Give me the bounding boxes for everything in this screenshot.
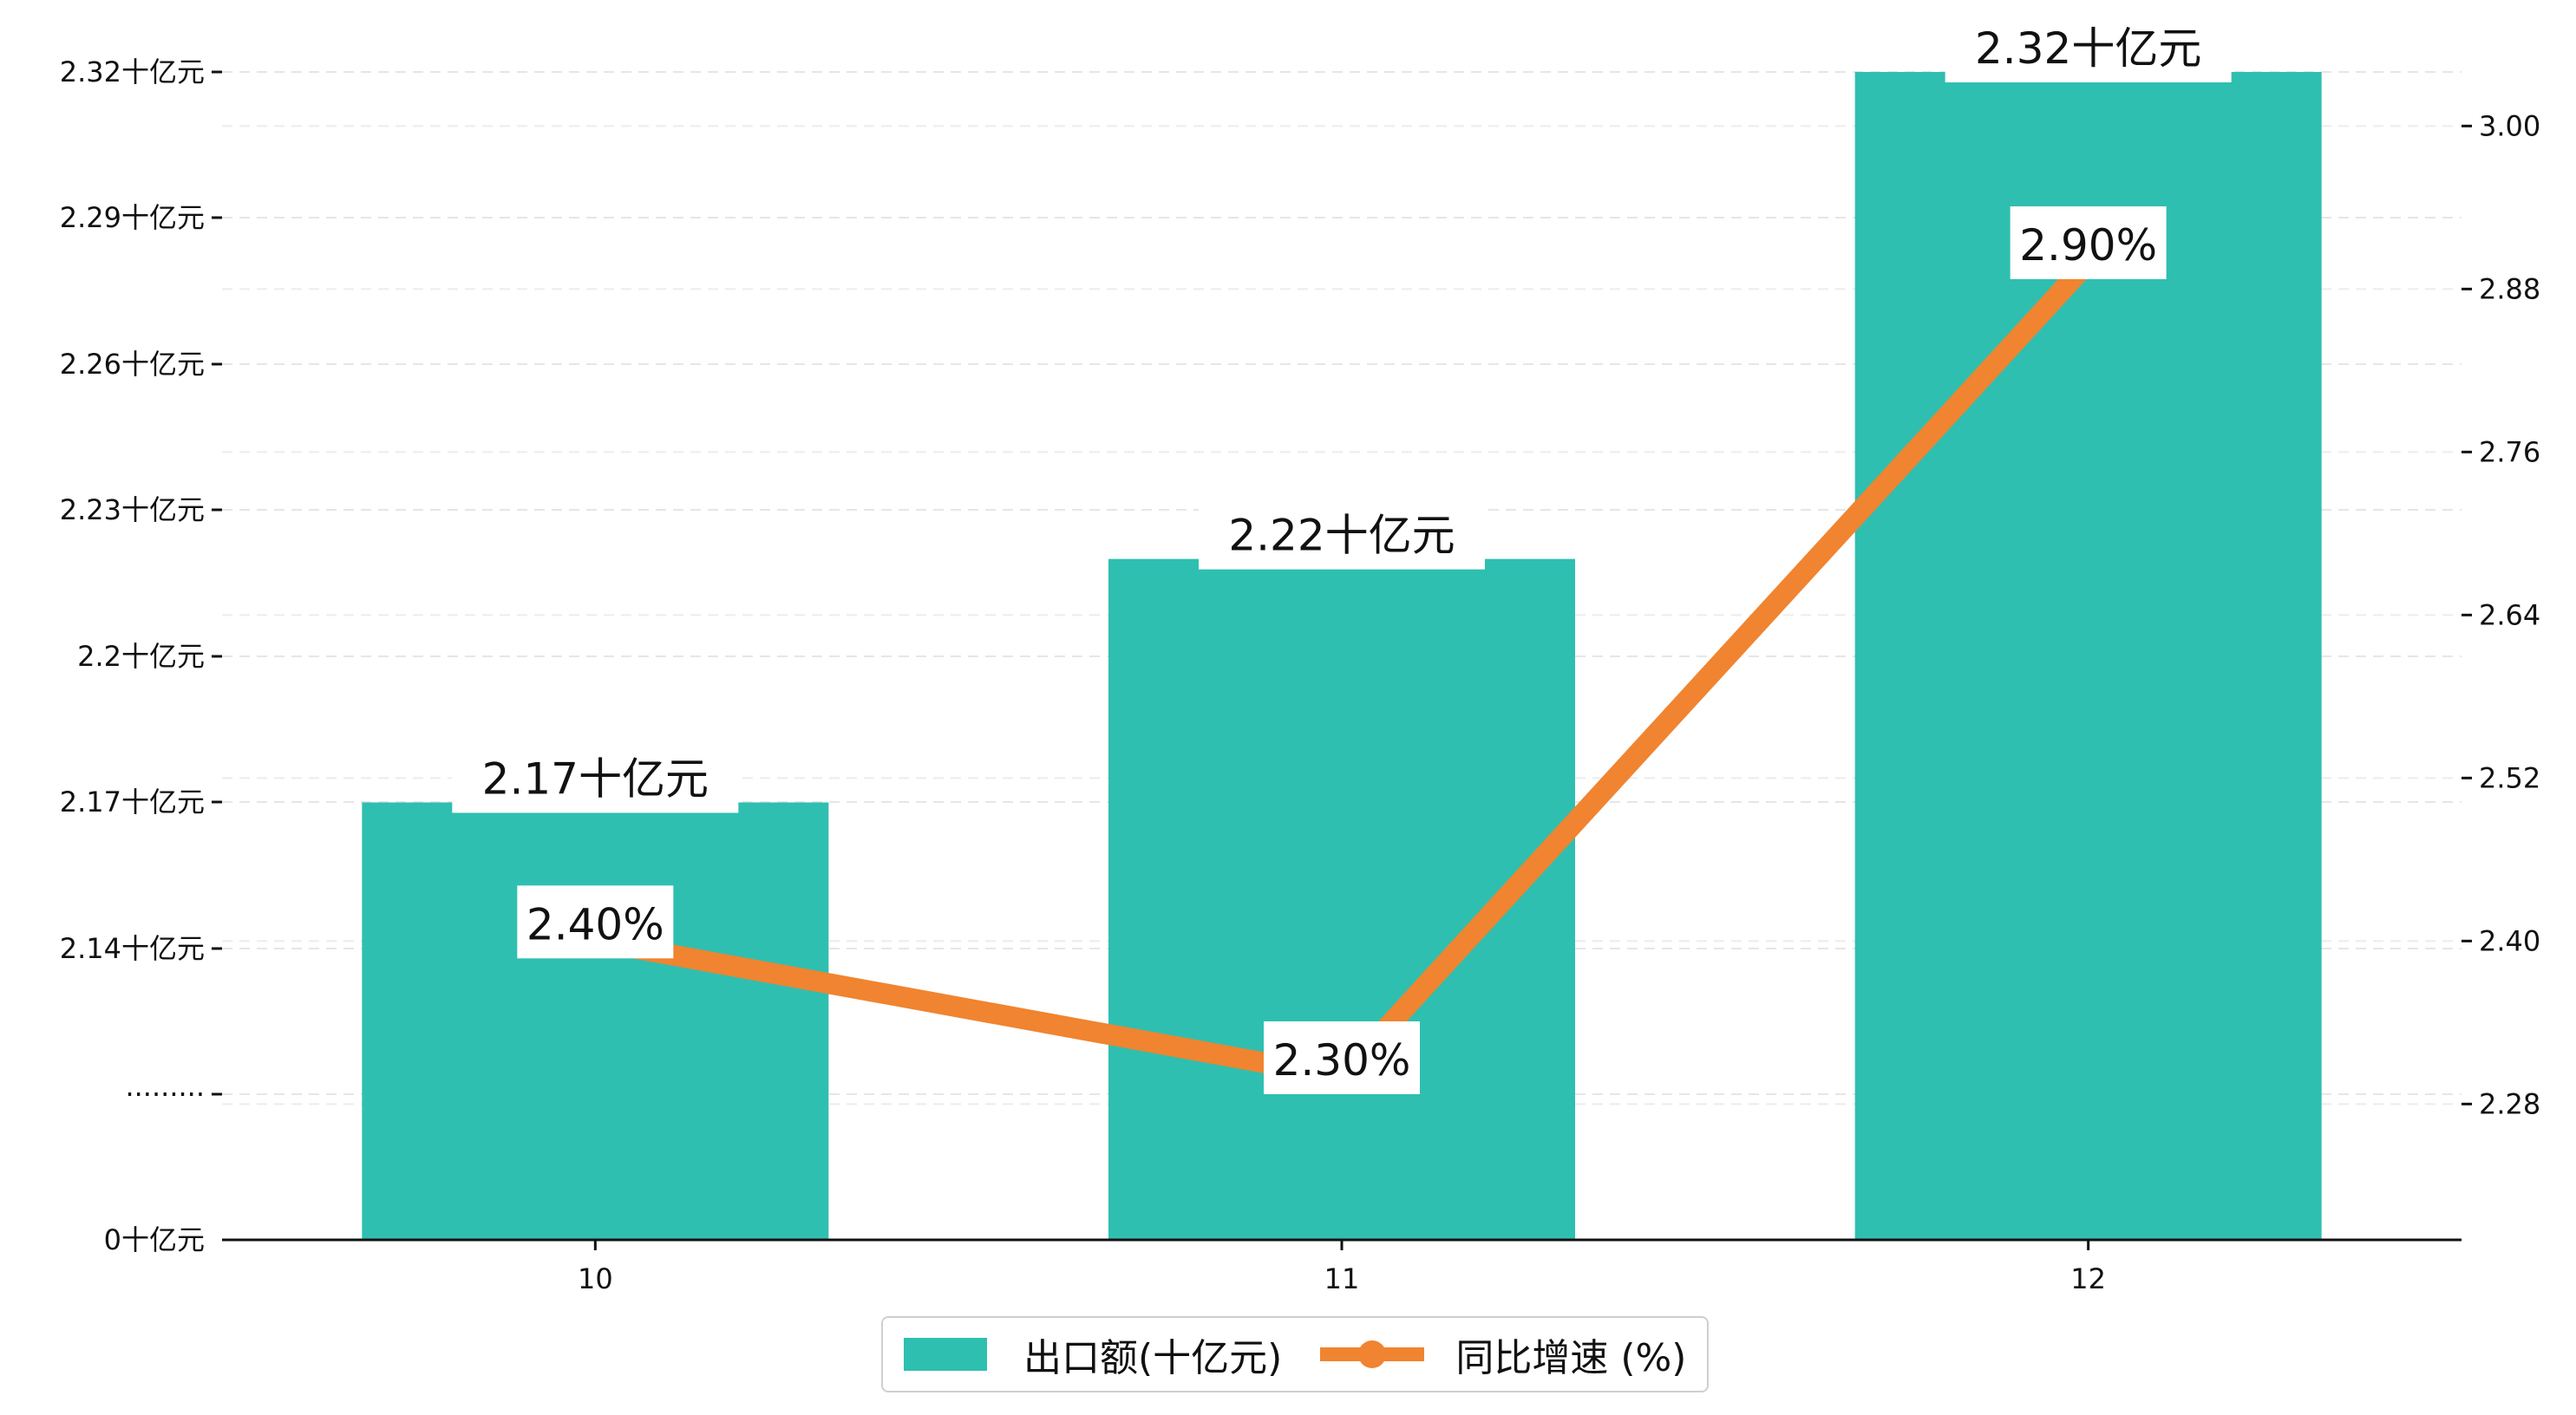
x-tick-label-10: 10 xyxy=(578,1262,613,1295)
right-tick-label-4: 2.76 xyxy=(2479,435,2540,468)
right-tick-label-1: 2.40 xyxy=(2479,924,2540,957)
legend-label-bar: 出口额(十亿元) xyxy=(1023,1336,1283,1380)
left-tick-label-3: 2.17十亿元 xyxy=(60,786,205,818)
left-tick-label-2: 2.14十亿元 xyxy=(60,932,205,965)
right-tick-label-6: 3.00 xyxy=(2479,109,2540,142)
right-tick-label-0: 2.28 xyxy=(2479,1087,2540,1120)
left-tick-label-6: 2.26十亿元 xyxy=(60,348,205,381)
left-tick-label-1: ········· xyxy=(125,1078,205,1111)
line-value-label-11-box xyxy=(1264,1021,1420,1094)
legend-item-bar: 出口额(十亿元) xyxy=(904,1327,1282,1382)
axes: 0十亿元 ········· 2.14十亿元 2.17十亿元 2.2十亿元 2.23十亿元… xyxy=(60,55,2541,1295)
x-tick-label-11: 11 xyxy=(1324,1262,1360,1295)
line-value-label-10-box xyxy=(517,885,674,959)
left-tick-label-8: 2.32十亿元 xyxy=(60,55,205,88)
legend-label-line: 同比增速 (%) xyxy=(1455,1336,1687,1380)
line-value-label-12-box xyxy=(2010,206,2167,279)
legend-bar-swatch xyxy=(904,1338,987,1371)
bar-series xyxy=(362,72,2322,1240)
legend-item-line: 同比增速 (%) xyxy=(1320,1327,1686,1382)
line-value-label-10: 2.40% xyxy=(526,899,664,949)
bar-value-label-11: 2.22十亿元 xyxy=(1228,511,1455,561)
bar-value-label-12-box xyxy=(1945,10,2232,82)
right-tick-label-2: 2.52 xyxy=(2479,761,2540,794)
bar-value-label-11-box xyxy=(1199,496,1485,570)
bar-value-label-10: 2.17十亿元 xyxy=(482,754,709,805)
bar-value-label-10-box xyxy=(452,740,739,813)
line-value-label-11: 2.30% xyxy=(1273,1035,1411,1086)
x-tick-label-12: 12 xyxy=(2070,1262,2106,1295)
legend-line-swatch xyxy=(1320,1337,1425,1372)
left-tick-label-5: 2.23十亿元 xyxy=(60,493,205,526)
right-tick-label-5: 2.88 xyxy=(2479,272,2540,305)
bar-10 xyxy=(362,802,829,1240)
line-value-label-12: 2.90% xyxy=(2019,220,2157,271)
left-tick-label-0: 0十亿元 xyxy=(104,1223,205,1256)
right-tick-label-3: 2.64 xyxy=(2479,598,2540,631)
data-labels: 2.17十亿元 2.22十亿元 2.32十亿元 2.40% 2.30% 2.90% xyxy=(452,10,2232,1094)
left-tick-label-7: 2.29十亿元 xyxy=(60,201,205,234)
legend: 出口额(十亿元) 同比增速 (%) xyxy=(881,1316,1710,1392)
left-tick-label-4: 2.2十亿元 xyxy=(77,640,205,673)
bar-value-label-12: 2.32十亿元 xyxy=(1975,23,2201,74)
